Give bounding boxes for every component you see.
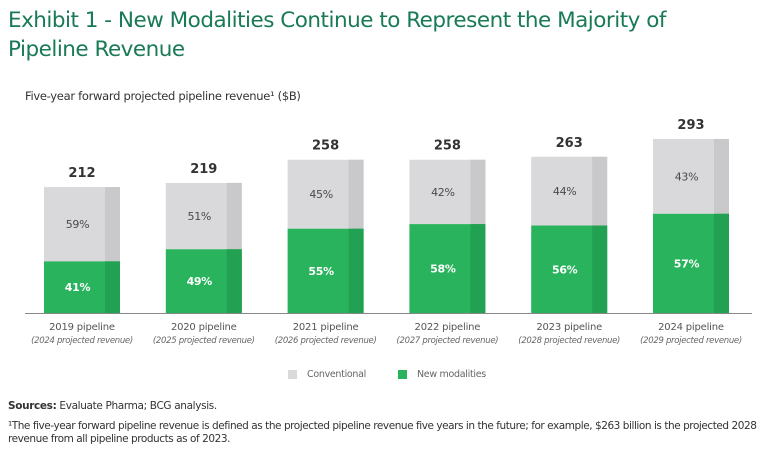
bar-shade-new-modalities: [348, 228, 364, 313]
category-sublabel: (2025 projected revenue): [153, 336, 255, 346]
bar-percent-new-modalities: 41%: [65, 281, 91, 294]
category-sublabel: (2029 projected revenue): [640, 336, 742, 346]
legend-label-conventional: Conventional: [307, 369, 367, 380]
bar-shade-new-modalities: [470, 224, 486, 313]
bar-shade-new-modalities: [592, 225, 608, 313]
bar-shade-conventional: [226, 182, 242, 250]
bar-total-label: 219: [190, 162, 217, 177]
footnote: ¹The five-year forward pipeline revenue …: [8, 420, 757, 445]
category-label: 2020 pipeline: [171, 322, 237, 333]
category-label: 2024 pipeline: [658, 322, 724, 333]
bar-total-label: 212: [68, 166, 95, 181]
category-label: 2023 pipeline: [536, 322, 602, 333]
bar-total-label: 263: [556, 136, 583, 151]
category-label: 2022 pipeline: [415, 322, 481, 333]
bar-total-label: 293: [677, 118, 704, 133]
bar-percent-new-modalities: 55%: [308, 265, 334, 278]
chart-legend: Conventional New modalities: [0, 369, 768, 385]
bar-percent-conventional: 43%: [675, 170, 699, 183]
bar-shade-conventional: [348, 159, 364, 229]
bar-shade-conventional: [105, 187, 120, 262]
stacked-bar-chart: 212 59% 41% 2019 pipeline (2024 projected re…: [25, 118, 752, 346]
chart-subtitle: Five-year forward projected pipeline rev…: [25, 89, 301, 103]
category-sublabel: (2026 projected revenue): [275, 336, 377, 346]
bar-total-label: 258: [434, 139, 461, 154]
bar-percent-conventional: 45%: [309, 188, 333, 201]
bar-shade-conventional: [470, 159, 486, 225]
bar-percent-conventional: 44%: [553, 185, 577, 198]
category-label: 2021 pipeline: [293, 322, 359, 333]
bar-percent-new-modalities: 49%: [187, 275, 213, 288]
bar-percent-conventional: 51%: [188, 210, 212, 223]
bar-percent-new-modalities: 56%: [552, 263, 578, 276]
category-sublabel: (2024 projected revenue): [31, 336, 133, 346]
bar-shade-new-modalities: [105, 261, 120, 313]
bar-shade-new-modalities: [226, 249, 242, 313]
legend-swatch-new-modalities: [398, 370, 407, 379]
bar-shade-conventional: [714, 138, 729, 214]
legend-label-new-modalities: New modalities: [417, 369, 486, 380]
bar-percent-conventional: 59%: [66, 218, 90, 231]
bar-percent-new-modalities: 57%: [674, 257, 700, 270]
legend-item-new-modalities: New modalities: [398, 369, 486, 380]
bar-percent-new-modalities: 58%: [430, 263, 456, 276]
legend-item-conventional: Conventional: [288, 369, 366, 380]
exhibit-title: Exhibit 1 - New Modalities Continue to R…: [8, 8, 666, 62]
bar-shade-new-modalities: [714, 213, 729, 313]
category-label: 2019 pipeline: [49, 322, 115, 333]
sources-text: Evaluate Pharma; BCG analysis.: [56, 400, 217, 412]
category-sublabel: (2028 projected revenue): [518, 336, 620, 346]
category-sublabel: (2027 projected revenue): [397, 336, 499, 346]
legend-swatch-conventional: [288, 370, 297, 379]
bar-percent-conventional: 42%: [431, 186, 455, 199]
sources-label: Sources:: [8, 400, 57, 412]
sources-note: Sources: Evaluate Pharma; BCG analysis.: [8, 400, 217, 412]
bar-total-label: 258: [312, 139, 339, 154]
bar-shade-conventional: [592, 156, 608, 226]
